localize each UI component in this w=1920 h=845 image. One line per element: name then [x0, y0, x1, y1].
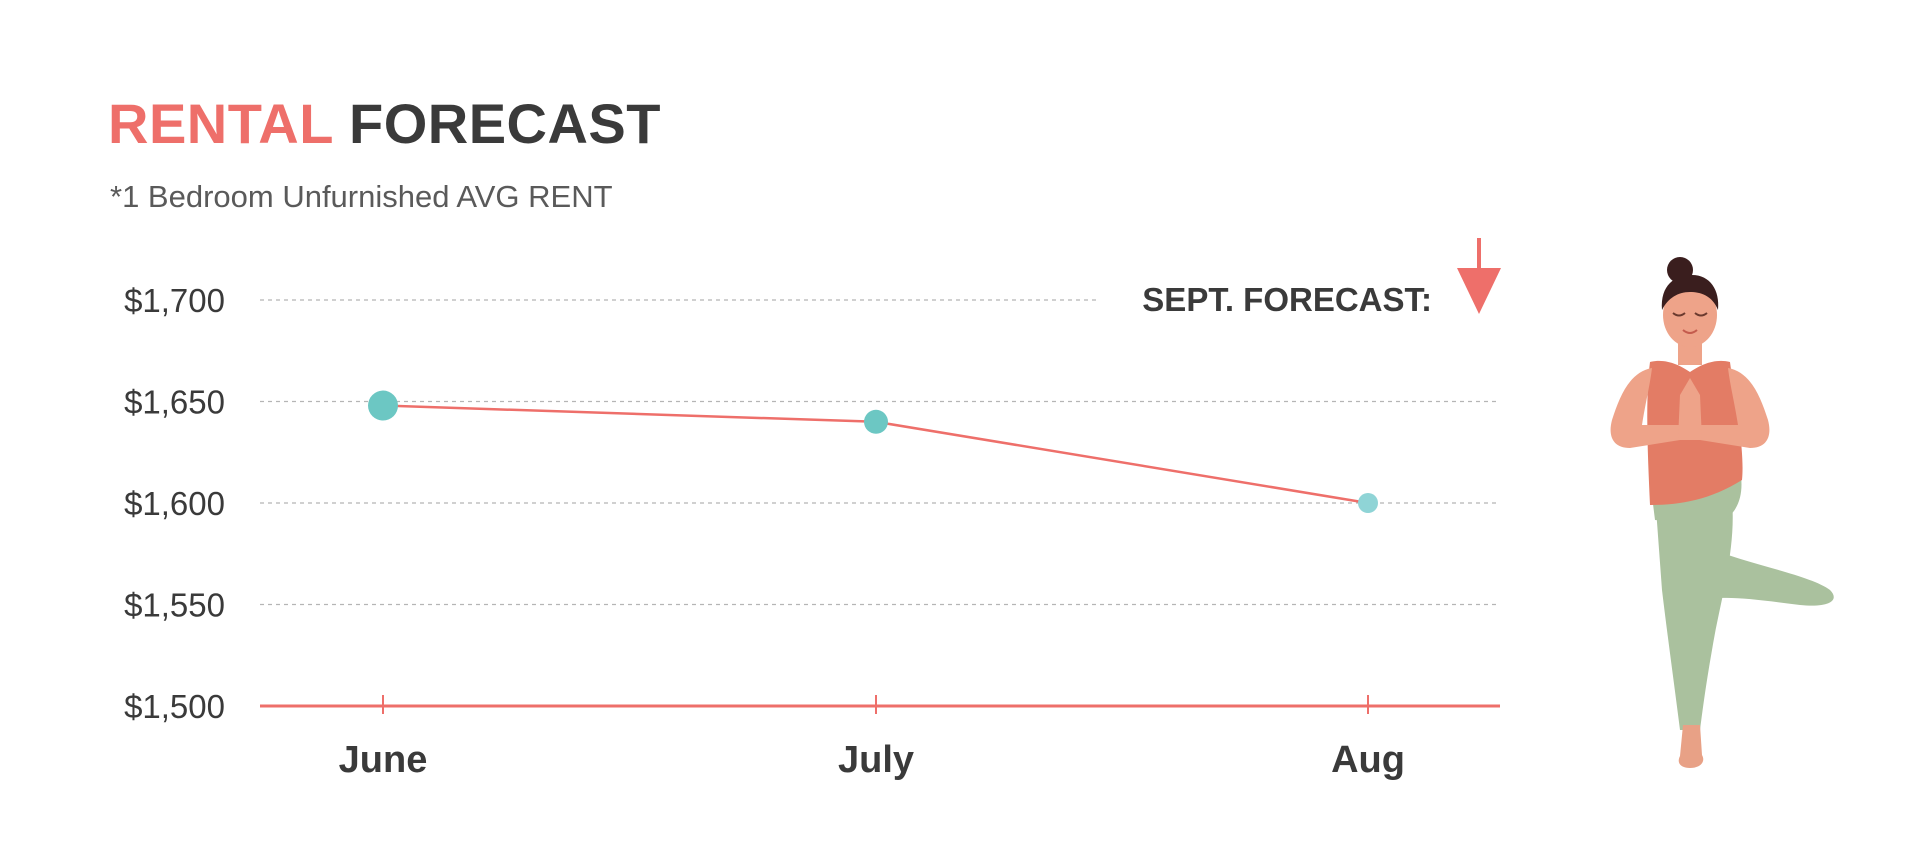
- y-tick-label: $1,600: [124, 485, 225, 522]
- data-point: [1358, 493, 1378, 513]
- title-main: FORECAST: [348, 92, 661, 155]
- x-tick-label: Aug: [1331, 739, 1405, 781]
- data-point: [864, 409, 888, 434]
- chart-title: RENTAL FORECAST: [108, 92, 661, 156]
- y-tick-label: $1,650: [124, 384, 225, 421]
- y-tick-label: $1,500: [124, 688, 225, 725]
- gridlines: [260, 299, 1500, 606]
- y-tick-label: $1,550: [124, 587, 225, 624]
- data-point: [368, 390, 398, 421]
- series-points: [368, 390, 1378, 513]
- yoga-woman-tree-pose-icon: [1610, 257, 1834, 768]
- y-tick-label: $1,700: [124, 282, 225, 319]
- chart-subtitle: *1 Bedroom Unfurnished AVG RENT: [110, 179, 613, 214]
- title-accent: RENTAL: [108, 92, 333, 155]
- down-arrow-icon: [1457, 238, 1501, 314]
- x-tick-label: July: [838, 739, 914, 781]
- sept-forecast-label: SEPT. FORECAST:: [1142, 281, 1432, 318]
- y-axis-tick-labels: $1,500 $1,550 $1,600 $1,650 $1,700: [124, 282, 225, 725]
- x-axis-ticks: June July Aug: [339, 695, 1405, 781]
- x-tick-label: June: [339, 739, 428, 781]
